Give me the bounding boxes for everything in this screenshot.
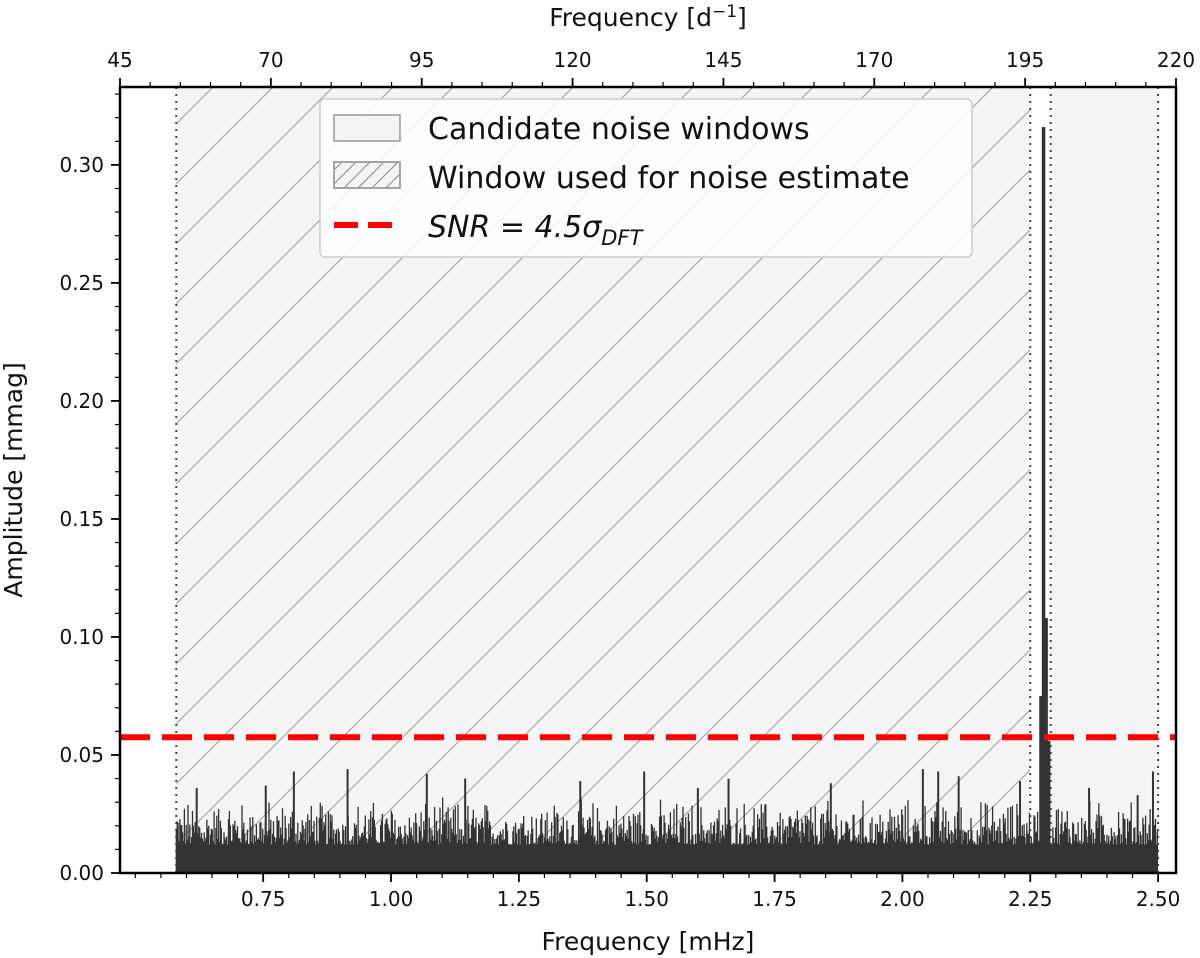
legend-swatch-candidate xyxy=(333,114,401,142)
y-tick-label-6: 0.30 xyxy=(59,153,104,177)
y-tick-label-1: 0.05 xyxy=(59,743,104,767)
legend-label-used: Window used for noise estimate xyxy=(428,161,910,196)
top-tick-label-6: 195 xyxy=(1006,48,1044,72)
y-tick-label-3: 0.15 xyxy=(59,507,104,531)
top-x-axis-label: Frequency [d−1] xyxy=(549,2,747,32)
y-tick-label-5: 0.25 xyxy=(59,271,104,295)
x-tick-label-7: 2.50 xyxy=(1136,887,1181,911)
plot-frame xyxy=(118,85,1178,875)
x-tick-label-4: 1.75 xyxy=(752,887,797,911)
noise-window-1 xyxy=(1050,87,1159,873)
x-axis-label: Frequency [mHz] xyxy=(542,927,755,956)
bottom-x-axis: 0.75 1.00 1.25 1.50 1.75 2.00 2.25 2.50 xyxy=(134,873,1181,911)
legend: Candidate noise windows Window used for … xyxy=(319,98,973,258)
legend-box xyxy=(319,98,973,258)
x-tick-label-1: 1.00 xyxy=(369,887,414,911)
top-tick-label-5: 170 xyxy=(855,48,893,72)
top-tick-label-3: 120 xyxy=(553,48,591,72)
legend-label-candidate: Candidate noise windows xyxy=(428,112,810,147)
top-tick-label-0: 45 xyxy=(107,48,132,72)
x-tick-label-6: 2.25 xyxy=(1008,887,1053,911)
x-tick-label-5: 2.00 xyxy=(880,887,925,911)
top-tick-label-1: 70 xyxy=(258,48,283,72)
y-tick-label-4: 0.20 xyxy=(59,389,104,413)
amplitude-spectrum xyxy=(175,127,1159,873)
y-axis-label: Amplitude [mmag] xyxy=(0,362,28,597)
x-tick-label-0: 0.75 xyxy=(241,887,286,911)
x-tick-label-2: 1.25 xyxy=(497,887,542,911)
y-tick-label-0: 0.00 xyxy=(59,861,104,885)
top-tick-label-4: 145 xyxy=(704,48,742,72)
window-boundaries xyxy=(175,87,1160,873)
left-y-axis: 0.00 0.05 0.10 0.15 0.20 0.25 0.30 xyxy=(59,93,120,885)
top-x-axis: 45 70 95 120 145 170 195 220 xyxy=(107,48,1195,87)
legend-swatch-used-hatch xyxy=(333,161,401,189)
y-tick-label-2: 0.10 xyxy=(59,625,104,649)
top-tick-label-2: 95 xyxy=(409,48,434,72)
x-tick-label-3: 1.50 xyxy=(624,887,669,911)
top-tick-label-7: 220 xyxy=(1157,48,1195,72)
legend-label-threshold: SNR = 4.5σDFT xyxy=(428,210,645,250)
